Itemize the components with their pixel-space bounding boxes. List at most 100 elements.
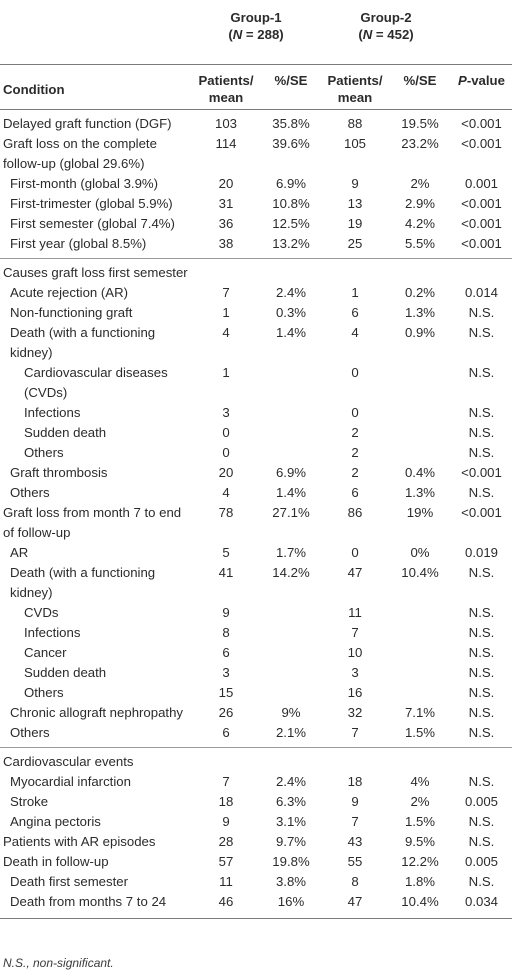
row-label: Death from months 7 to 24	[10, 894, 167, 909]
group2-count: 2	[351, 445, 359, 460]
table-row: Others 4 1.4% 6 1.3% N.S.	[0, 483, 512, 503]
row-label: Infections	[24, 405, 81, 420]
row-label: First semester (global 7.4%)	[10, 216, 175, 231]
row-label: Graft loss on the complete follow-up (gl…	[3, 136, 157, 171]
group1-count: 26	[218, 705, 234, 720]
group1-percent	[261, 748, 321, 773]
group2-count: 47	[347, 894, 363, 909]
p-value: <0.001	[461, 116, 502, 131]
group2-count: 1	[351, 285, 359, 300]
row-label: Others	[10, 725, 50, 740]
group1-count: 1	[222, 365, 230, 380]
table-row: First-month (global 3.9%) 20 6.9% 9 2% 0.001	[0, 174, 512, 194]
group1-percent	[261, 683, 321, 703]
row-label: Death (with a functioning kidney)	[10, 565, 156, 600]
group2-count: 19	[347, 216, 363, 231]
group2-count: 10	[347, 645, 363, 660]
group1-percent: 10.8%	[272, 196, 310, 211]
table-row: Acute rejection (AR) 7 2.4% 1 0.2% 0.014	[0, 283, 512, 303]
group1-percent: 9.7%	[275, 834, 307, 849]
group1-count: 0	[222, 445, 230, 460]
group1-percent: 13.2%	[272, 236, 310, 251]
group1-count: 18	[218, 794, 234, 809]
group2-percent: 1.3%	[404, 305, 436, 320]
group2-count: 32	[347, 705, 363, 720]
group2-percent: 9.5%	[404, 834, 436, 849]
table-row: Others 0 2 N.S.	[0, 443, 512, 463]
group1-count: 15	[218, 685, 234, 700]
group2-percent: 2%	[410, 176, 430, 191]
row-label: Death (with a functioning kidney)	[10, 325, 156, 360]
col-p-value: P-value	[458, 73, 505, 88]
table-row: Death (with a functioning kidney) 4 1.4% 4 0…	[0, 323, 512, 363]
group1-percent: 9%	[281, 705, 301, 720]
p-value: N.S.	[468, 445, 495, 460]
table-row: First semester (global 7.4%) 36 12.5% 19 4.2…	[0, 214, 512, 234]
row-label: Death first semester	[10, 874, 128, 889]
row-label: Others	[10, 485, 50, 500]
group2-percent: 5.5%	[404, 236, 436, 251]
group1-percent: 14.2%	[272, 565, 310, 580]
row-label: Graft loss from month 7 to end of follow…	[3, 505, 182, 540]
p-value: N.S.	[468, 705, 495, 720]
table-row: First-trimester (global 5.9%) 31 10.8% 13 2.…	[0, 194, 512, 214]
group1-count: 1	[222, 305, 230, 320]
row-label: Acute rejection (AR)	[10, 285, 128, 300]
group2-count: 9	[351, 794, 359, 809]
p-value: 0.014	[464, 285, 498, 300]
p-value: <0.001	[461, 136, 502, 151]
p-value: 0.001	[464, 176, 498, 191]
group2-percent: 2.9%	[404, 196, 436, 211]
results-table: Group-1 (N = 288) Group-2 (N = 452) Cond…	[0, 0, 512, 919]
group1-count: 7	[222, 285, 230, 300]
group1-n: (N = 288)	[228, 27, 284, 42]
col-g1-patients: Patients/mean	[198, 73, 254, 105]
group1-count: 5	[222, 545, 230, 560]
group2-count: 4	[351, 325, 359, 340]
group2-count: 7	[351, 725, 359, 740]
group1-percent: 6.9%	[275, 465, 307, 480]
group2-count: 13	[347, 196, 363, 211]
group1-percent: 2.1%	[275, 725, 307, 740]
p-value: N.S.	[468, 405, 495, 420]
group1-count: 9	[222, 605, 230, 620]
group1-header: Group-1 (N = 288)	[191, 0, 321, 65]
group2-percent: 10.4%	[401, 565, 439, 580]
col-g1-pct: %/SE	[274, 73, 308, 88]
row-label: Cardiovascular events	[3, 754, 134, 769]
group2-percent	[389, 603, 451, 623]
p-value: N.S.	[468, 605, 495, 620]
group2-percent: 0.9%	[404, 325, 436, 340]
group1-count: 38	[218, 236, 234, 251]
p-value: <0.001	[461, 196, 502, 211]
p-value: <0.001	[461, 465, 502, 480]
group2-percent: 1.5%	[404, 725, 436, 740]
group1-count: 7	[222, 774, 230, 789]
table-row: Stroke 18 6.3% 9 2% 0.005	[0, 792, 512, 812]
group2-percent	[389, 259, 451, 284]
p-value: N.S.	[468, 814, 495, 829]
group2-count: 3	[351, 665, 359, 680]
group1-count: 4	[222, 485, 230, 500]
group2-count: 55	[347, 854, 363, 869]
group2-percent: 10.4%	[401, 894, 439, 909]
table-row: Death (with a functioning kidney) 41 14.2%…	[0, 563, 512, 603]
table-row: Infections 3 0 N.S.	[0, 403, 512, 423]
group2-count	[321, 748, 389, 773]
p-value: N.S.	[468, 485, 495, 500]
group1-count: 28	[218, 834, 234, 849]
row-label: Cardiovascular diseases (CVDs)	[24, 365, 168, 400]
group2-count: 0	[351, 365, 359, 380]
p-value: N.S.	[468, 725, 495, 740]
group1-percent	[261, 663, 321, 683]
p-value: N.S.	[468, 685, 495, 700]
group1-percent: 2.4%	[275, 774, 307, 789]
table-row: Angina pectoris 9 3.1% 7 1.5% N.S.	[0, 812, 512, 832]
p-value: 0.034	[464, 894, 498, 909]
group1-count: 20	[218, 465, 234, 480]
p-value: N.S.	[468, 425, 495, 440]
row-label: Cancer	[24, 645, 67, 660]
row-label: Stroke	[10, 794, 49, 809]
table-row: Death first semester 11 3.8% 8 1.8% N.S.	[0, 872, 512, 892]
table-row: Causes graft loss first semester	[0, 258, 512, 284]
